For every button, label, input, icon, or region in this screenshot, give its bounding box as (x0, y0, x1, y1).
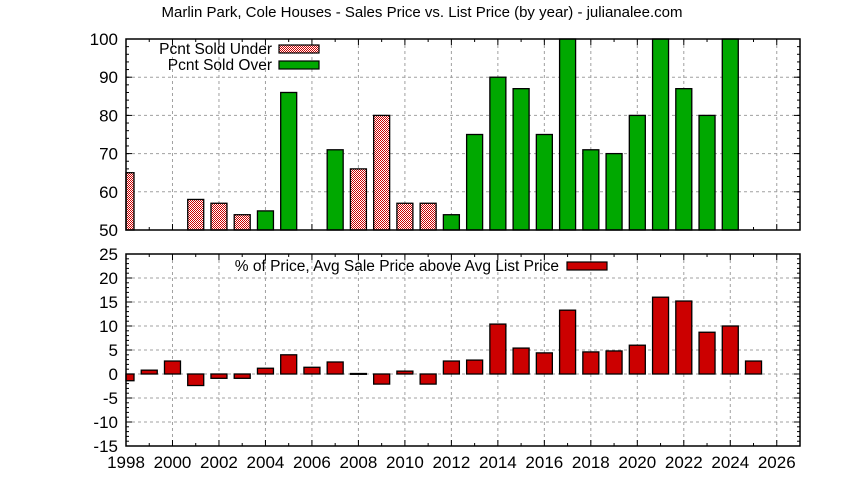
x-tick-label: 2026 (758, 453, 796, 472)
x-tick-label: 2024 (711, 453, 749, 472)
bar (140, 369, 158, 375)
y-tick-label: 10 (99, 317, 118, 336)
bottom-legend: % of Price, Avg Sale Price above Avg Lis… (235, 258, 608, 275)
y-tick-label: -5 (103, 389, 118, 408)
x-tick-label: 2004 (247, 453, 285, 472)
bar (233, 214, 251, 231)
bar (744, 360, 763, 375)
y-tick-label: 5 (109, 341, 118, 360)
chart-title: Marlin Park, Cole Houses - Sales Price v… (161, 4, 683, 21)
plot-frame (125, 253, 801, 447)
bar (489, 76, 507, 231)
bar (280, 354, 298, 375)
bar (187, 198, 205, 231)
bar (210, 373, 228, 379)
bar (605, 350, 623, 375)
x-tick-label: 2010 (386, 453, 424, 472)
x-tick-label: 2012 (432, 453, 470, 472)
bar (512, 347, 530, 375)
bar (373, 373, 391, 385)
bar (582, 351, 600, 375)
bar (651, 296, 670, 375)
bar (256, 367, 275, 375)
bar (396, 202, 414, 231)
legend-label-diff: % of Price, Avg Sale Price above Avg Lis… (235, 258, 559, 275)
x-tick-label: 2020 (618, 453, 656, 472)
y-tick-label: 20 (99, 269, 118, 288)
x-tick-label: 2022 (665, 453, 703, 472)
bar (558, 38, 577, 231)
bar (628, 344, 646, 375)
bar (233, 373, 251, 379)
bar (535, 133, 553, 231)
y-tick-label: 15 (99, 293, 118, 312)
bar (675, 300, 693, 375)
x-tick-label: 2016 (525, 453, 563, 472)
bar (721, 38, 739, 231)
x-tick-label: 2008 (339, 453, 377, 472)
bar (303, 366, 321, 375)
y-tick-label: -15 (93, 437, 118, 456)
bar (582, 149, 600, 231)
bar (558, 309, 577, 375)
bottom-plot-area: -15 -10 -5 0 5 10 15 20 25 1998 2000 2002 2004 2006 20… (93, 245, 801, 472)
bar (326, 149, 344, 231)
bar (605, 152, 623, 231)
legend-label-under: Pcnt Sold Under (159, 41, 272, 58)
bar (489, 323, 507, 375)
bar (419, 202, 437, 231)
x-tick-label: 1998 (107, 453, 145, 472)
bar (256, 210, 275, 231)
bar (698, 114, 716, 231)
y-tick-label: 100 (90, 30, 118, 49)
bar (721, 325, 739, 375)
bar (373, 114, 391, 231)
y-tick-label: -10 (93, 413, 118, 432)
bar (535, 352, 553, 375)
plot-frame (125, 38, 801, 231)
bar (512, 88, 530, 231)
bar (465, 359, 484, 375)
bar (651, 38, 670, 231)
bar (442, 214, 461, 231)
y-tick-label: 70 (99, 145, 118, 164)
y-tick-label: 25 (99, 245, 118, 264)
y-tick-label: 50 (99, 221, 118, 240)
x-tick-label: 2006 (293, 453, 331, 472)
y-tick-label: 0 (109, 365, 118, 384)
y-tick-label: 80 (99, 106, 118, 125)
bar (326, 361, 344, 375)
bar (419, 373, 437, 385)
bar (163, 360, 182, 375)
x-tick-label: 2018 (572, 453, 610, 472)
legend-swatch-under (278, 44, 320, 54)
legend-swatch-diff (566, 261, 608, 271)
y-tick-label: 90 (99, 68, 118, 87)
bar (396, 370, 414, 375)
bar (349, 372, 368, 375)
bar (442, 360, 461, 375)
legend-label-over: Pcnt Sold Over (168, 57, 272, 74)
bar (187, 373, 205, 387)
x-tick-label: 2014 (479, 453, 517, 472)
x-tick-label: 2000 (154, 453, 192, 472)
x-tick-label: 2002 (200, 453, 238, 472)
bar (125, 373, 135, 382)
bar (465, 133, 484, 231)
bar (280, 91, 298, 231)
bar (675, 88, 693, 231)
bar (210, 202, 228, 231)
bar (698, 331, 716, 375)
bar (349, 168, 368, 231)
y-tick-label: 60 (99, 183, 118, 202)
bar (628, 114, 646, 231)
legend-swatch-over (278, 60, 320, 70)
bar (125, 172, 135, 231)
